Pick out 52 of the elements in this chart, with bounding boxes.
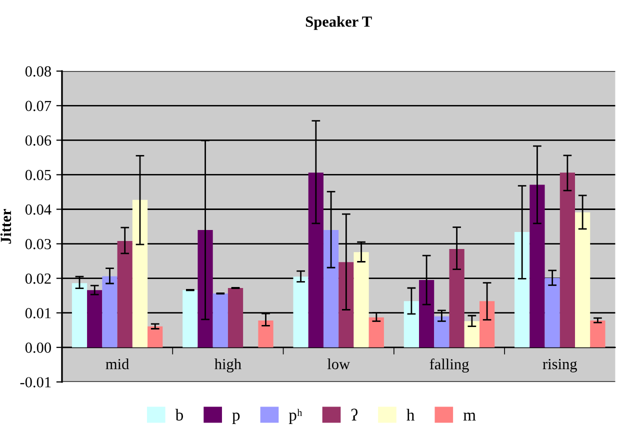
bar [117,241,132,348]
bar [464,321,480,348]
legend-label: h [406,408,415,420]
bar [514,232,530,348]
bar [419,280,434,348]
y-tick-label: 0.05 [25,170,51,180]
legend-label: b [175,408,184,421]
y-tick-label: 0.07 [25,100,52,112]
bar [479,301,495,348]
bar [198,230,213,348]
bar [148,326,163,348]
bar [132,200,148,348]
chart-title: Speaker T [306,16,372,30]
bar [434,316,450,348]
bar [530,184,545,348]
legend-label: p [232,412,240,424]
y-tick-label: 0.08 [25,66,51,77]
bar [338,262,354,348]
bar [228,288,244,348]
bar [293,276,308,348]
legend-label: ʔ [351,408,358,420]
x-tick-label: low [327,358,350,370]
x-tick-label: high [214,358,242,372]
bar [102,276,118,348]
bar [323,230,339,348]
y-axis-title: Jitter [0,209,12,244]
y-tick-label: 0.02 [25,273,51,284]
y-tick-label: -0.01 [20,377,51,388]
bar [544,278,560,348]
bar [404,301,419,348]
x-tick-label: falling [430,358,469,373]
bar [258,320,274,348]
x-tick-label: mid [106,358,130,370]
y-tick-label: 0.01 [25,308,51,318]
bar [590,320,606,348]
bar [72,283,88,348]
bar [575,212,590,348]
bar [449,248,464,348]
bar [354,252,369,348]
bar [182,290,198,348]
x-tick-label: rising [542,358,577,372]
y-tick-label: 0.00 [25,342,51,353]
legend-label: pʰ [288,408,302,424]
bar [560,172,576,348]
y-tick-label: 0.04 [25,204,52,215]
y-tick-label: 0.03 [25,238,51,250]
bar [368,317,384,348]
bar [308,172,324,348]
bar [87,290,102,348]
legend-label: m [463,412,476,420]
bar [212,294,228,348]
y-tick-label: 0.06 [25,135,52,146]
